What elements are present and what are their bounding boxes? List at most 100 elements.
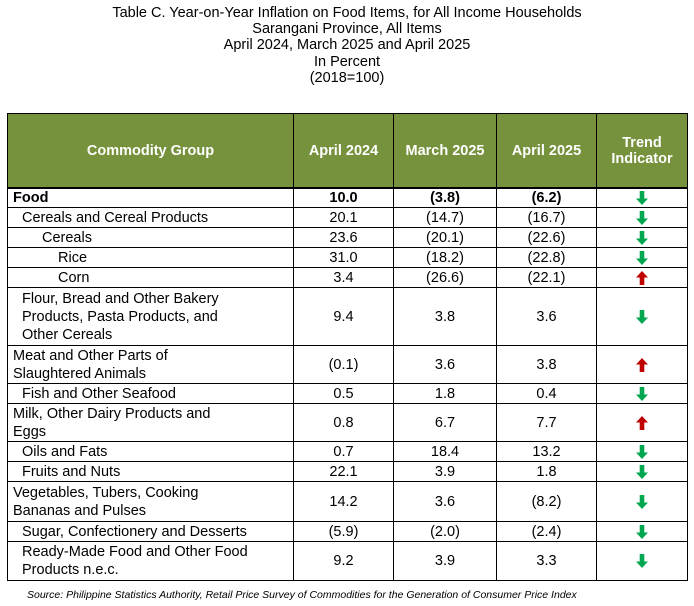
value-apr2025: 0.4 (496, 383, 597, 404)
down-arrow-icon (636, 210, 648, 225)
commodity-label: Cereals and Cereal Products (7, 207, 294, 228)
value-apr2024: 0.5 (293, 383, 394, 404)
table-row: Fish and Other Seafood 0.5 1.8 0.4 (7, 383, 688, 404)
value-mar2025: 3.6 (393, 345, 497, 384)
value-apr2025: (22.1) (496, 267, 597, 288)
table-row: Oils and Fats 0.7 18.4 13.2 (7, 441, 688, 462)
table-row: Meat and Other Parts of Slaughtered Anima… (7, 345, 688, 384)
value-apr2025: (22.6) (496, 227, 597, 248)
inflation-table: Commodity Group April 2024 March 2025 Ap… (7, 113, 688, 581)
commodity-label-line: Flour, Bread and Other Bakery (22, 290, 219, 307)
up-arrow-icon (636, 415, 648, 430)
value-mar2025: (2.0) (393, 521, 497, 542)
down-arrow-icon (636, 494, 648, 509)
header-trend-line1: Trend (622, 134, 662, 151)
value-mar2025: (20.1) (393, 227, 497, 248)
value-apr2024: 10.0 (293, 187, 394, 208)
down-arrow-icon (636, 554, 648, 569)
up-arrow-icon (636, 357, 648, 372)
value-apr2024: 20.1 (293, 207, 394, 228)
value-apr2025: (16.7) (496, 207, 597, 228)
commodity-label-line: Other Cereals (22, 326, 113, 343)
trend-indicator (596, 247, 688, 268)
trend-indicator (596, 267, 688, 288)
value-apr2025: 13.2 (496, 441, 597, 462)
commodity-label: Rice (7, 247, 294, 268)
commodity-label: Food (7, 187, 294, 208)
table-row: Rice 31.0 (18.2) (22.8) (7, 247, 688, 268)
table-row: Cereals and Cereal Products 20.1 (14.7) (16… (7, 207, 688, 228)
commodity-label: Vegetables, Tubers, Cooking Bananas and P… (7, 481, 294, 522)
commodity-label: Corn (7, 267, 294, 288)
down-arrow-icon (636, 191, 648, 206)
up-arrow-icon (636, 270, 648, 285)
commodity-label-line: Vegetables, Tubers, Cooking (13, 484, 199, 501)
header-trend-line2: Indicator (611, 150, 673, 167)
value-apr2024: 0.8 (293, 403, 394, 442)
value-apr2025: 3.3 (496, 541, 597, 581)
value-mar2025: 3.9 (393, 461, 497, 482)
title-line-4: In Percent (313, 53, 381, 70)
trend-indicator (596, 383, 688, 404)
header-row: Commodity Group April 2024 March 2025 Ap… (7, 113, 688, 189)
table-row: Corn 3.4 (26.6) (22.1) (7, 267, 688, 288)
value-apr2025: (22.8) (496, 247, 597, 268)
table-body: Food 10.0 (3.8) (6.2) Cereals and Cereal Pro… (7, 187, 688, 581)
value-apr2024: 22.1 (293, 461, 394, 482)
trend-indicator (596, 287, 688, 346)
trend-indicator (596, 207, 688, 228)
down-arrow-icon (636, 250, 648, 265)
value-mar2025: 6.7 (393, 403, 497, 442)
commodity-label: Milk, Other Dairy Products and Eggs (7, 403, 294, 442)
commodity-label: Fruits and Nuts (7, 461, 294, 482)
value-apr2025: (6.2) (496, 187, 597, 208)
header-april-2024: April 2024 (293, 113, 394, 189)
table-row: Vegetables, Tubers, Cooking Bananas and P… (7, 481, 688, 522)
title-line-5: (2018=100) (309, 69, 385, 86)
commodity-label: Fish and Other Seafood (7, 383, 294, 404)
commodity-label: Oils and Fats (7, 441, 294, 462)
header-commodity-group: Commodity Group (7, 113, 294, 189)
table-title: Table C. Year-on-Year Inflation on Food … (0, 5, 694, 86)
value-apr2024: 0.7 (293, 441, 394, 462)
trend-indicator (596, 481, 688, 522)
commodity-label-line: Bananas and Pulses (13, 502, 147, 519)
commodity-label-line: Meat and Other Parts of (13, 347, 168, 364)
value-mar2025: 18.4 (393, 441, 497, 462)
title-line-1: Table C. Year-on-Year Inflation on Food … (112, 5, 582, 21)
value-apr2024: 14.2 (293, 481, 394, 522)
value-apr2024: 23.6 (293, 227, 394, 248)
trend-indicator (596, 227, 688, 248)
commodity-label-line: Products n.e.c. (22, 562, 119, 578)
table-row: Ready-Made Food and Other Food Products n… (7, 541, 688, 581)
value-mar2025: (14.7) (393, 207, 497, 228)
value-apr2025: (8.2) (496, 481, 597, 522)
trend-indicator (596, 441, 688, 462)
table-row: Fruits and Nuts 22.1 3.9 1.8 (7, 461, 688, 482)
trend-indicator (596, 541, 688, 581)
value-apr2024: 9.2 (293, 541, 394, 581)
down-arrow-icon (636, 524, 648, 539)
down-arrow-icon (636, 386, 648, 401)
trend-indicator (596, 403, 688, 442)
value-mar2025: 3.6 (393, 481, 497, 522)
table-row: Cereals 23.6 (20.1) (22.6) (7, 227, 688, 248)
header-april-2025: April 2025 (496, 113, 597, 189)
header-march-2025: March 2025 (393, 113, 497, 189)
trend-indicator (596, 521, 688, 542)
value-apr2024: (5.9) (293, 521, 394, 542)
commodity-label: Sugar, Confectionery and Desserts (7, 521, 294, 542)
commodity-label-line: Products, Pasta Products, and (22, 308, 218, 325)
value-apr2024: 9.4 (293, 287, 394, 346)
value-mar2025: 1.8 (393, 383, 497, 404)
down-arrow-icon (636, 464, 648, 479)
trend-indicator (596, 187, 688, 208)
value-apr2025: 7.7 (496, 403, 597, 442)
commodity-label: Flour, Bread and Other Bakery Products, P… (7, 287, 294, 346)
value-apr2024: 3.4 (293, 267, 394, 288)
down-arrow-icon (636, 309, 648, 324)
value-mar2025: (3.8) (393, 187, 497, 208)
commodity-label-line: Ready-Made Food and Other Food (22, 544, 248, 560)
header-trend-indicator: Trend Indicator (596, 113, 688, 189)
value-apr2025: 3.8 (496, 345, 597, 384)
